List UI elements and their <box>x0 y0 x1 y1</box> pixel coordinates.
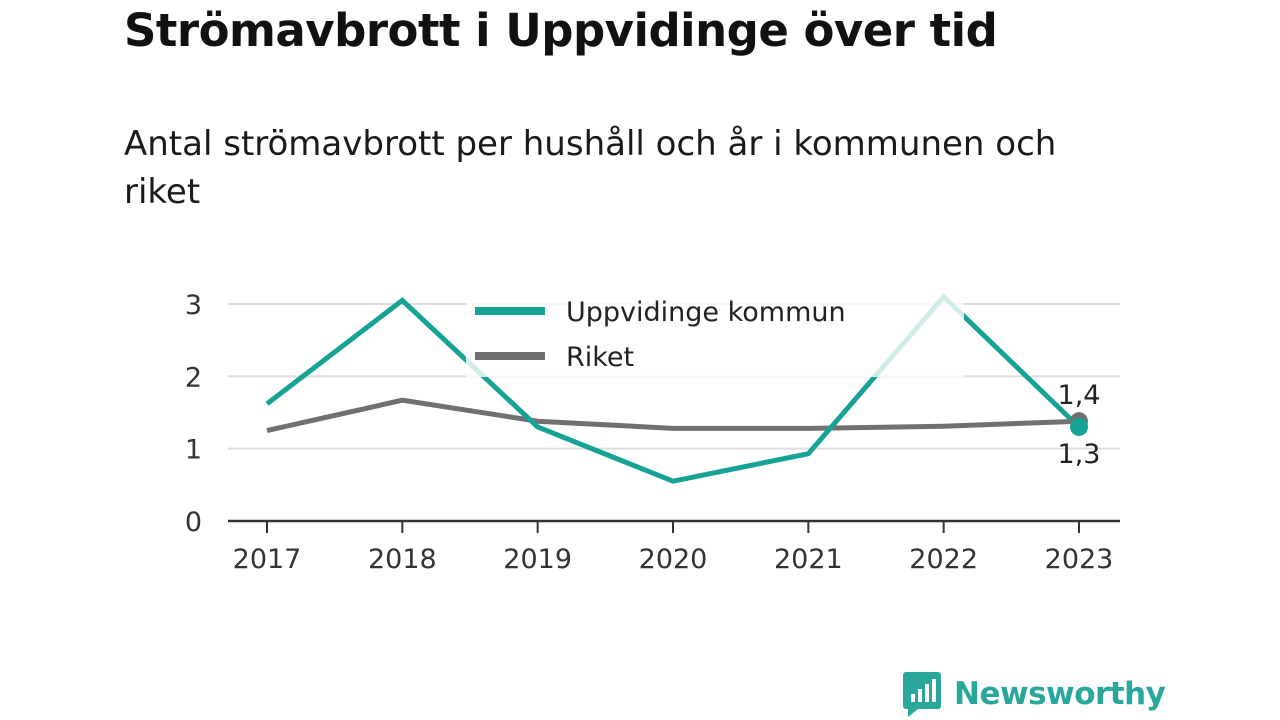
legend: Uppvidinge kommun Riket <box>466 287 964 377</box>
y-axis-ticks: 0 1 2 3 <box>185 290 202 538</box>
legend-background <box>466 287 964 377</box>
x-tick-label: 2021 <box>774 544 843 575</box>
chart-subtitle: Antal strömavbrott per hushåll och år i … <box>124 124 1057 212</box>
data-label: 1,3 <box>1058 439 1101 470</box>
x-tick-label: 2019 <box>503 544 572 575</box>
x-tick-label: 2017 <box>233 544 302 575</box>
brand-name: Newsworthy <box>954 676 1166 712</box>
chart-title: Strömavbrott i Uppvidinge över tid <box>124 4 998 57</box>
y-tick-label: 2 <box>185 362 202 393</box>
legend-label: Uppvidinge kommun <box>566 297 846 328</box>
y-tick-label: 0 <box>185 507 202 538</box>
x-tick-label: 2022 <box>909 544 978 575</box>
data-labels: 1,4 1,3 <box>1058 380 1101 470</box>
data-label: 1,4 <box>1058 380 1101 411</box>
series-end-point <box>1070 417 1088 436</box>
y-tick-label: 3 <box>185 290 202 321</box>
newsworthy-logo: Newsworthy <box>902 668 1166 720</box>
line-chart: 0 1 2 3 2017 2018 2019 2020 2021 2022 2023 Uppvid… <box>184 287 1120 575</box>
chat-bar-chart-icon <box>903 672 941 717</box>
series-line <box>266 397 1080 434</box>
x-tick-label: 2020 <box>639 544 708 575</box>
legend-label: Riket <box>566 342 634 373</box>
y-tick-label: 1 <box>185 435 202 466</box>
x-axis: 2017 2018 2019 2020 2021 2022 2023 <box>228 519 1120 575</box>
x-tick-label: 2023 <box>1045 544 1114 575</box>
x-tick-label: 2018 <box>368 544 437 575</box>
